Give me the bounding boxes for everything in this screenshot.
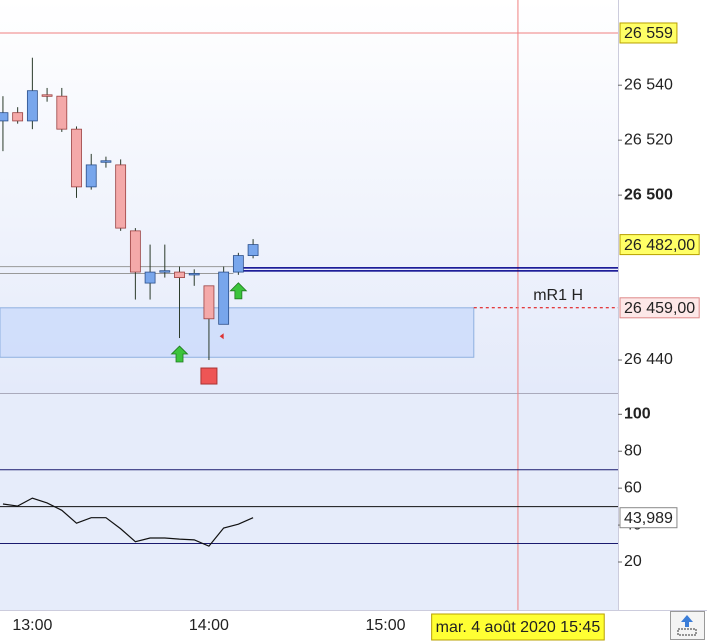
candle-body: [85, 164, 97, 188]
candle-body: [232, 255, 244, 273]
candle-body: [115, 164, 127, 229]
zone: [0, 307, 475, 358]
y-tick-label: 100: [624, 406, 651, 423]
candle-body: [247, 244, 259, 256]
last-value-label: 43,989: [624, 510, 673, 527]
mark-signal: [219, 333, 224, 340]
y-tick-label: 26 500: [624, 186, 673, 203]
candle-body: [188, 273, 200, 276]
zone-label-box: [619, 297, 700, 319]
y-tick-label: 26 520: [624, 131, 673, 148]
scroll-button[interactable]: [670, 611, 705, 640]
candle-body: [203, 285, 215, 320]
candle-body: [129, 230, 141, 273]
candle-body: [12, 112, 24, 122]
buy-signal: [170, 345, 189, 363]
last-value-label-box: [619, 507, 678, 529]
x-tick-label: 15:00: [365, 617, 405, 634]
candle-body: [218, 271, 230, 325]
level-label-box: [619, 22, 678, 44]
candle-body: [144, 271, 156, 284]
zone-name: mR1 H: [533, 287, 583, 304]
y-tick-label: 20: [624, 553, 642, 570]
icon: [677, 628, 697, 636]
indicator-line: [2, 497, 254, 547]
y-tick-label: 26 440: [624, 351, 673, 368]
candle-body: [71, 128, 82, 188]
icon: [681, 615, 693, 627]
candle-body: [174, 271, 185, 278]
x-tick-label: 13:00: [12, 617, 52, 634]
x-tick-label: 14:00: [189, 617, 229, 634]
buy-signal: [229, 282, 248, 300]
candle-body: [26, 90, 38, 122]
stop-signal: [200, 367, 218, 385]
date-label-box: [431, 613, 605, 641]
candle-body: [56, 95, 68, 130]
candle-body: [41, 94, 53, 97]
indicator-panel: [0, 394, 618, 610]
y-tick-label: 60: [624, 479, 642, 496]
date-label: mar. 4 août 2020 15:45: [436, 619, 601, 636]
level-label: 26 559: [624, 25, 673, 42]
candle-body: [100, 160, 112, 163]
close-label-box: [619, 234, 700, 256]
y-tick-label: 80: [624, 442, 642, 459]
close-label: 26 482,00: [624, 237, 695, 254]
candle-body: [0, 112, 9, 122]
zone-label: 26 459,00: [624, 300, 695, 317]
y-tick-label: 26 540: [624, 76, 673, 93]
candle-body: [159, 270, 171, 273]
